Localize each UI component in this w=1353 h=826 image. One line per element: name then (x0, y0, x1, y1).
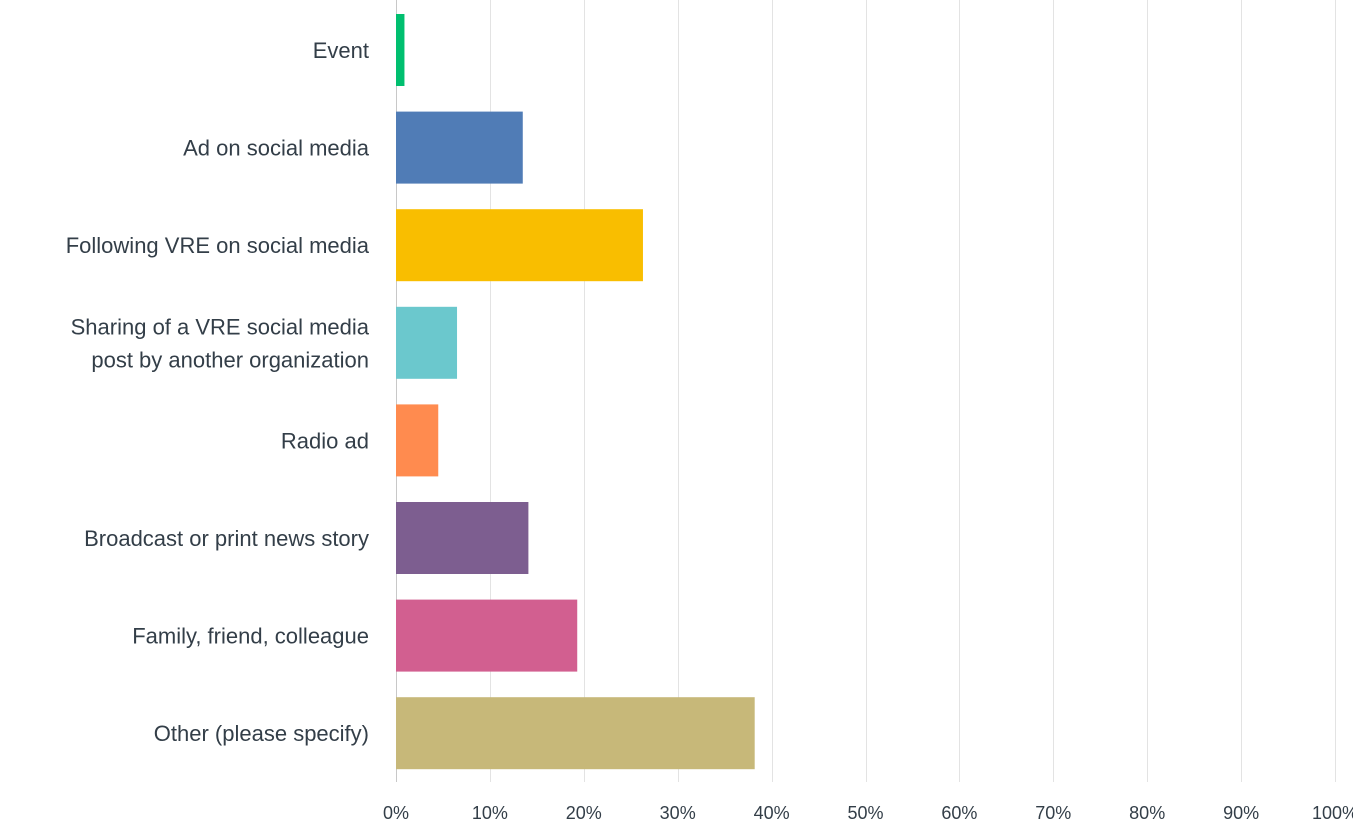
x-tick-label: 40% (754, 803, 790, 823)
bar[interactable] (396, 404, 439, 477)
x-tick-label: 100% (1312, 803, 1353, 823)
x-tick-label: 90% (1223, 803, 1259, 823)
bar[interactable] (396, 306, 458, 379)
x-tick-label: 0% (383, 803, 409, 823)
bar[interactable] (396, 111, 523, 184)
x-tick-label: 10% (472, 803, 508, 823)
bar[interactable] (396, 502, 529, 574)
category-label: Family, friend, colleague (132, 624, 369, 649)
category-label: Radio ad (281, 428, 369, 453)
bar[interactable] (396, 14, 405, 86)
x-tick-label: 30% (660, 803, 696, 823)
category-label: Ad on social media (183, 136, 370, 161)
category-label: Following VRE on social media (66, 233, 370, 258)
category-label: Sharing of a VRE social media post by ano… (71, 314, 370, 372)
bar[interactable] (396, 697, 755, 770)
bar[interactable] (396, 599, 578, 672)
category-label: Broadcast or print news story (84, 526, 369, 551)
x-tick-label: 60% (941, 803, 977, 823)
category-labels: Event Ad on social media Following VRE on … (66, 38, 370, 746)
x-tick-label: 80% (1129, 803, 1165, 823)
category-label: Other (please specify) (154, 721, 369, 746)
x-axis-ticks: 0% 10% 20% 30% 40% 50% 60% 70% 80% 90% 100% (383, 803, 1353, 823)
category-label: Event (313, 38, 369, 63)
bars (396, 14, 755, 770)
x-tick-label: 20% (566, 803, 602, 823)
x-tick-label: 50% (847, 803, 883, 823)
x-tick-label: 70% (1035, 803, 1071, 823)
bar[interactable] (396, 209, 643, 282)
